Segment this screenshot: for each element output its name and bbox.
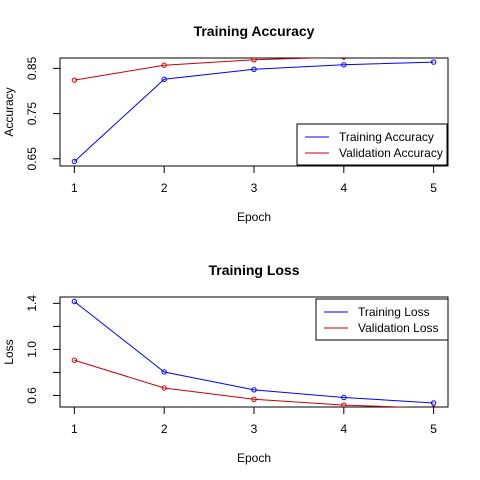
legend: Training Accuracy Validation Accuracy	[297, 124, 447, 165]
x-tick-label: 4	[340, 422, 347, 436]
x-axis: 1 2 3 4 5	[71, 407, 437, 436]
series-line-validation	[74, 360, 433, 408]
x-axis-label: Epoch	[237, 210, 271, 224]
x-axis-label: Epoch	[237, 451, 271, 465]
x-tick-label: 1	[71, 181, 78, 195]
y-axis: 0.65 0.75 0.85	[25, 56, 60, 170]
y-axis: 0.6 1.0 1.4	[25, 295, 60, 404]
legend-label: Training Accuracy	[339, 130, 434, 144]
legend: Training Loss Validation Loss	[316, 299, 448, 340]
chart-title: Training Accuracy	[194, 23, 315, 39]
x-tick-label: 5	[430, 422, 437, 436]
data-point	[342, 55, 346, 59]
y-axis-label: Loss	[2, 339, 16, 364]
x-tick-label: 4	[340, 181, 347, 195]
x-tick-label: 2	[161, 181, 168, 195]
series-line-validation	[74, 56, 433, 80]
accuracy-panel: Training Accuracy Epoch Accuracy 1 2 3 4 5 0…	[2, 23, 448, 224]
legend-label: Validation Loss	[358, 321, 439, 335]
y-tick-label: 0.75	[25, 102, 39, 126]
legend-label: Training Loss	[358, 305, 430, 319]
data-point	[431, 54, 435, 58]
y-tick-label: 1.4	[25, 295, 39, 312]
loss-panel: Training Loss Epoch Loss 1 2 3 4 5 0.6 1.0 1.4…	[2, 262, 448, 465]
y-axis-label: Accuracy	[2, 87, 16, 136]
x-tick-label: 3	[251, 181, 258, 195]
x-tick-label: 3	[251, 422, 258, 436]
y-tick-label: 0.6	[25, 387, 39, 404]
x-axis: 1 2 3 4 5	[71, 166, 437, 195]
x-tick-label: 2	[161, 422, 168, 436]
y-tick-label: 0.85	[25, 56, 39, 80]
legend-label: Validation Accuracy	[339, 146, 443, 160]
y-tick-label: 1.0	[25, 341, 39, 358]
chart-title: Training Loss	[208, 262, 299, 278]
y-tick-label: 0.65	[25, 147, 39, 171]
data-point	[72, 299, 76, 303]
x-tick-label: 5	[430, 181, 437, 195]
x-tick-label: 1	[71, 422, 78, 436]
